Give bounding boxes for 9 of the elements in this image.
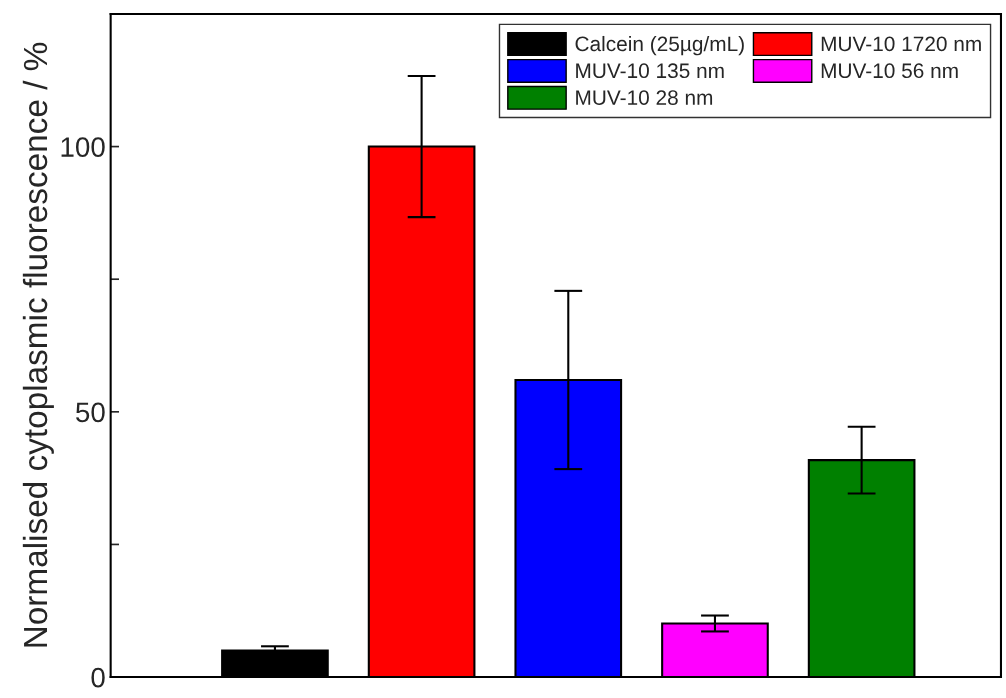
legend-label: MUV-10 56 nm (821, 63, 958, 79)
y-tick-label: 100 (61, 137, 105, 157)
legend-label: MUV-10 135 nm (576, 63, 724, 79)
y-tick-label: 50 (76, 402, 105, 423)
y-axis-title: Normalised cytoplasmic fluorescence / % (22, 42, 54, 647)
legend-label: Calcein (25µg/mL) (575, 35, 744, 56)
y-tick-label: 0 (91, 667, 105, 688)
legend-label: MUV-10 28 nm (576, 90, 713, 105)
legend-label: MUV-10 1720 nm (821, 36, 981, 52)
